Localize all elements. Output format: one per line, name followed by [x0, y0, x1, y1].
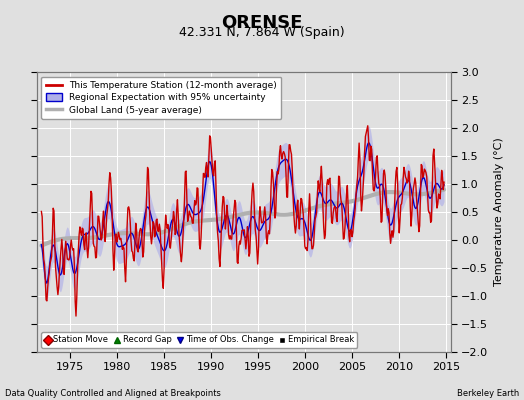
Text: ORENSE: ORENSE	[221, 14, 303, 32]
Text: Berkeley Earth: Berkeley Earth	[456, 389, 519, 398]
Legend: Station Move, Record Gap, Time of Obs. Change, Empirical Break: Station Move, Record Gap, Time of Obs. C…	[41, 332, 357, 348]
Text: Data Quality Controlled and Aligned at Breakpoints: Data Quality Controlled and Aligned at B…	[5, 389, 221, 398]
Text: 42.331 N, 7.864 W (Spain): 42.331 N, 7.864 W (Spain)	[179, 26, 345, 39]
Y-axis label: Temperature Anomaly (°C): Temperature Anomaly (°C)	[494, 138, 504, 286]
